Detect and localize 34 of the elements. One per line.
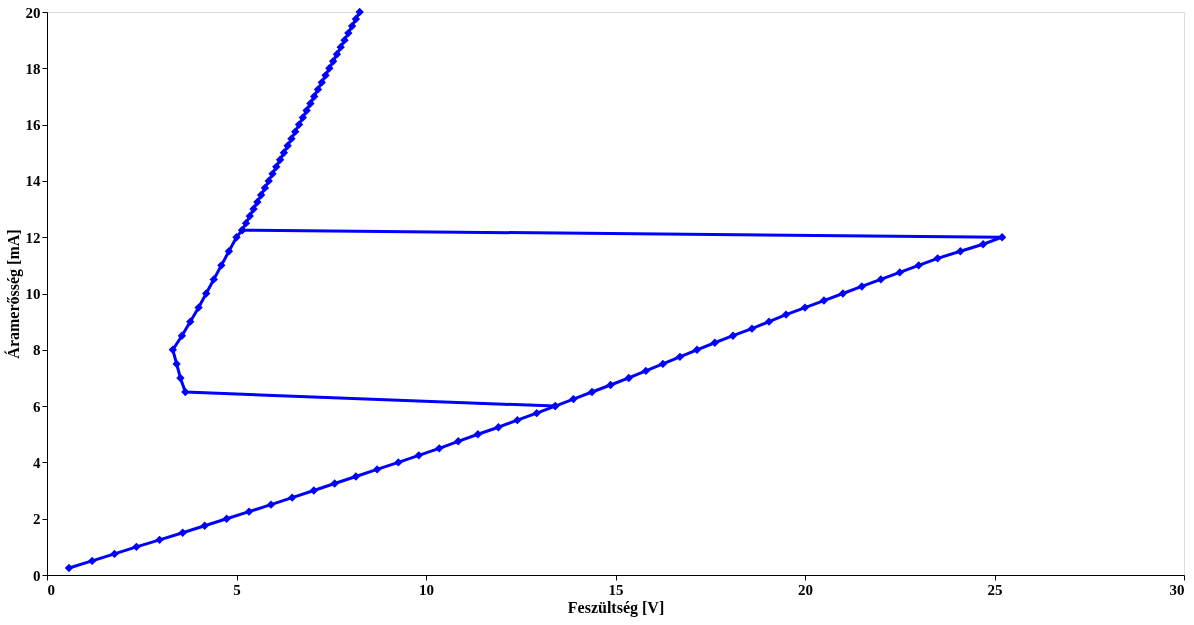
y-tick-label: 4 [33,454,41,471]
x-tick-label: 5 [233,581,241,598]
y-tick-label: 18 [25,60,41,77]
x-tick-label: 20 [798,581,813,598]
point [238,225,247,235]
y-tick-label: 2 [33,511,41,528]
x-tick-label: 15 [608,581,624,598]
point [194,303,203,312]
x-tick-label: 30 [1169,581,1185,598]
point [186,317,195,326]
point [209,275,218,284]
y-tick-label: 20 [25,4,41,21]
point [551,401,560,411]
x-tick-label: 0 [47,581,55,598]
point [224,247,234,256]
y-tick-label: 12 [25,229,41,246]
point [176,373,185,383]
y-tick-label: 14 [25,173,41,190]
y-axis-title: Áramerősség [mA] [3,229,23,359]
point [181,387,190,397]
point [217,261,226,270]
x-tick-label: 10 [419,581,434,598]
y-tick-label: 16 [25,117,41,134]
x-axis-title: Feszültség [V] [567,598,665,617]
y-tick-label: 8 [33,342,41,359]
point [202,289,211,298]
y-tick-label: 0 [33,567,41,584]
x-tick-label: 25 [987,581,1003,598]
y-tick-label: 10 [25,286,41,302]
point [168,345,178,354]
point [232,233,241,242]
point [172,359,181,369]
y-tick-label: 6 [33,398,41,415]
point [177,331,187,340]
